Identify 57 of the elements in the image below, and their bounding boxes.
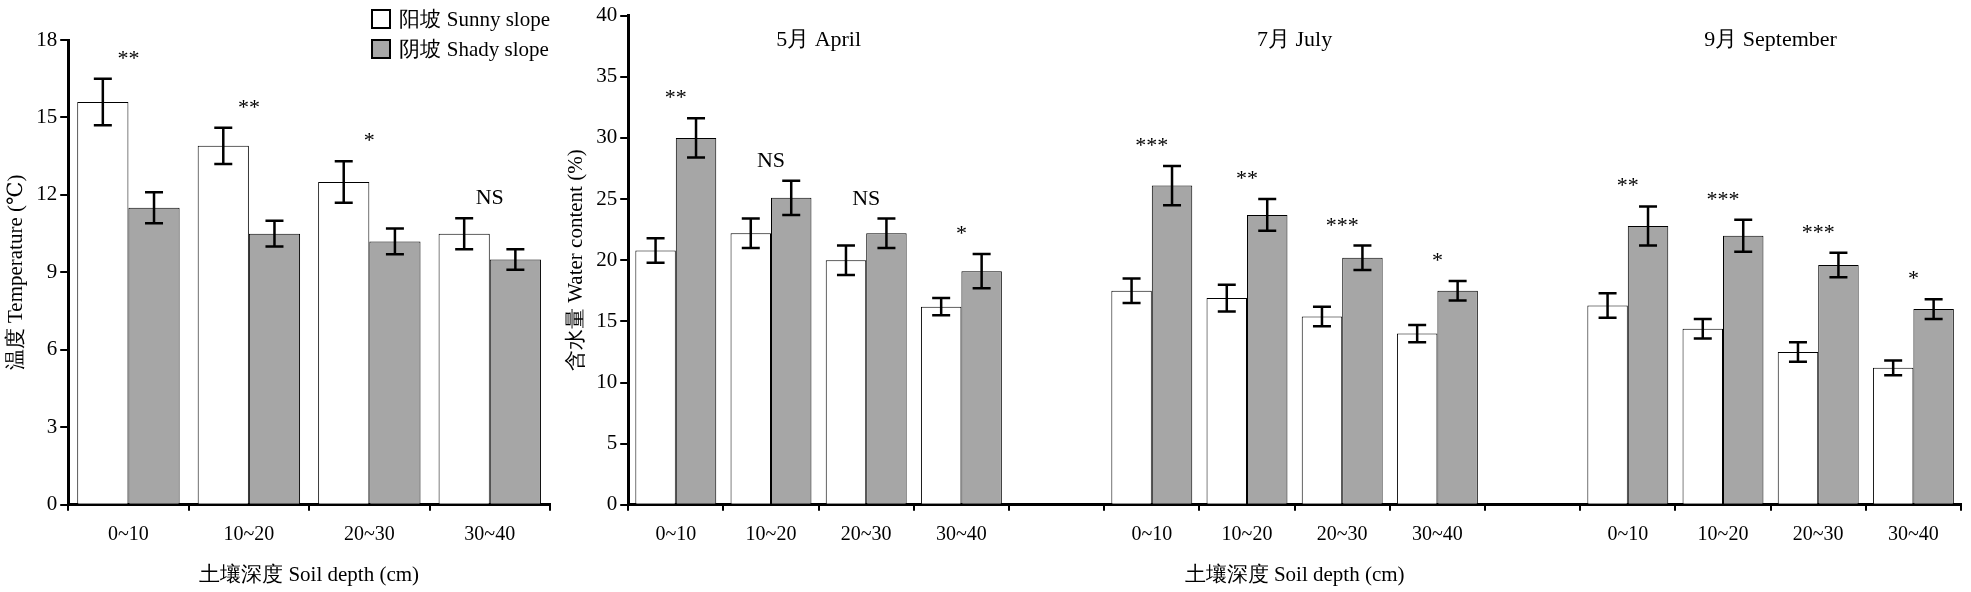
x-tick-label: 20~30: [343, 522, 395, 545]
annotation: **: [1616, 172, 1639, 198]
annotation: **: [664, 84, 687, 110]
y-tick-label: 20: [596, 246, 618, 271]
y-tick-label: 10: [596, 369, 618, 394]
annotation: **: [237, 93, 260, 119]
annotation: NS: [852, 184, 881, 210]
annotation: *: [1907, 265, 1919, 291]
y-tick-label: 12: [36, 181, 58, 206]
x-tick-label: 20~30: [1792, 522, 1844, 545]
x-tick-label: 20~30: [1316, 522, 1368, 545]
annotation: **: [117, 44, 140, 70]
annotation: 5月 April: [776, 25, 862, 51]
y-axis-title: 温度 Temperature (℃): [3, 174, 28, 371]
annotation: ***: [1801, 218, 1835, 244]
y-tick-label: 3: [46, 413, 58, 438]
x-tick-label: 20~30: [840, 522, 892, 545]
annotation: NS: [475, 184, 504, 210]
x-axis-title: 土壤深度 Soil depth (cm): [199, 561, 420, 586]
annotation: 7月 July: [1257, 25, 1333, 51]
y-axis-title: 含水量 Water content (%): [563, 149, 588, 372]
y-tick-label: 0: [46, 491, 58, 516]
annotation: 9月 September: [1704, 25, 1838, 51]
y-tick-label: 9: [46, 258, 58, 283]
y-tick-label: 18: [36, 26, 58, 51]
x-tick-label: 10~20: [745, 522, 797, 545]
x-tick-label: 30~40: [1887, 522, 1939, 545]
x-tick-label: 0~10: [108, 522, 149, 545]
x-tick-label: 30~40: [1411, 522, 1463, 545]
x-tick-label: 0~10: [1131, 522, 1173, 545]
y-tick-label: 15: [596, 307, 618, 332]
x-tick-label: 10~20: [1697, 522, 1749, 545]
legend-label: 阴坡 Shady slope: [399, 36, 549, 63]
y-tick-label: 40: [596, 2, 618, 27]
annotation: NS: [756, 146, 786, 172]
x-tick-label: 0~10: [655, 522, 697, 545]
annotation: ***: [1706, 185, 1740, 211]
annotation: *: [955, 220, 967, 246]
annotation: *: [1431, 246, 1443, 272]
annotation: ***: [1135, 132, 1169, 158]
y-tick-label: 35: [596, 63, 618, 88]
x-tick-label: 30~40: [464, 522, 516, 545]
annotation: **: [1236, 165, 1258, 191]
y-tick-label: 5: [606, 430, 618, 455]
x-tick-label: 10~20: [1221, 522, 1273, 545]
y-tick-label: 25: [596, 185, 618, 210]
annotation: ***: [1325, 211, 1359, 237]
y-tick-label: 15: [36, 103, 58, 128]
x-tick-label: 30~40: [935, 522, 987, 545]
x-tick-label: 10~20: [223, 522, 275, 545]
x-tick-label: 0~10: [1607, 522, 1649, 545]
y-tick-label: 6: [46, 336, 58, 361]
x-axis-title: 土壤深度 Soil depth (cm): [1184, 561, 1405, 586]
y-tick-label: 30: [596, 124, 618, 149]
annotation: *: [363, 127, 375, 153]
y-tick-label: 0: [606, 491, 618, 516]
text: 阳坡 Sunny slope: [399, 6, 550, 33]
